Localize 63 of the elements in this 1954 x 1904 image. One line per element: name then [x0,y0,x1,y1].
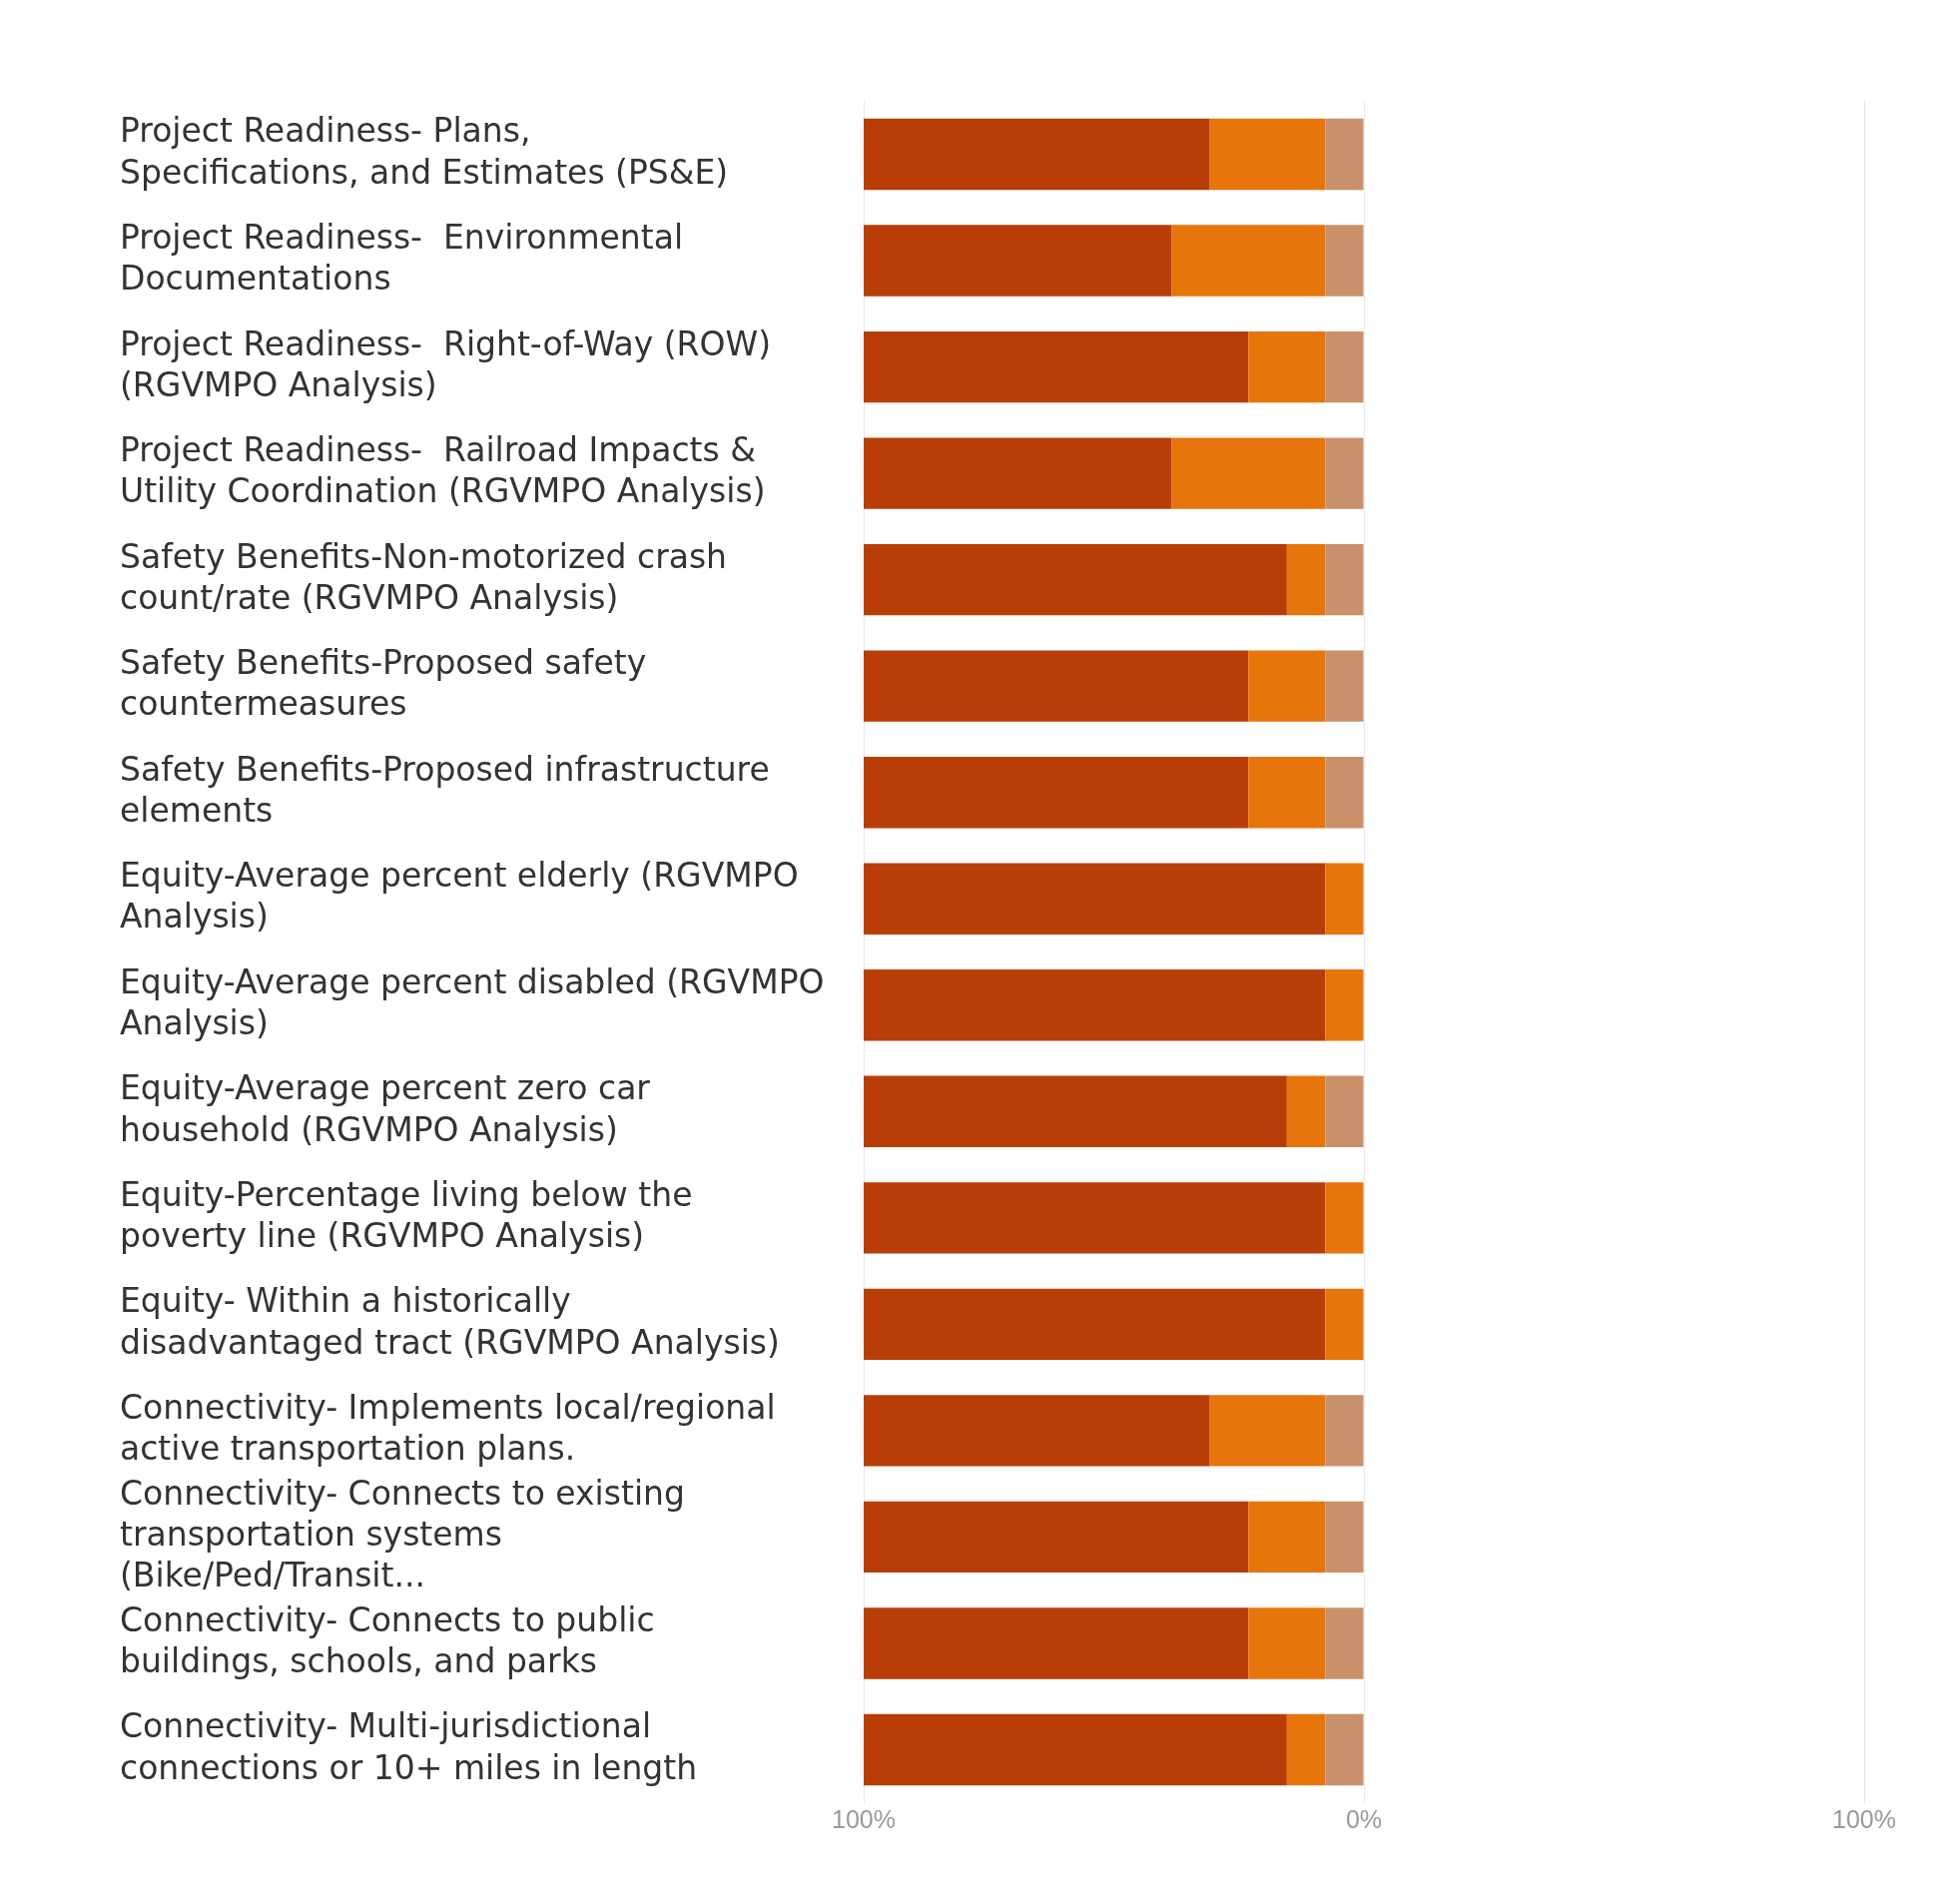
bar [864,330,1249,403]
bar [864,1501,1249,1574]
x-tick-label: 0% [1345,1804,1383,1833]
y-tick-label: Safety Benefits-Proposed infrastructure elements [120,749,770,830]
bar [1248,757,1326,829]
bar [864,437,1172,509]
y-tick-label: Connectivity- Implements local/regional active transportation plans. [120,1387,776,1469]
y-tick-label: Equity-Average percent disabled (RGVMPO Analysis) [120,961,825,1042]
bar [864,650,1249,722]
bar [1248,1501,1326,1574]
y-tick-label: Project Readiness- Plans, Specifications, and Estimates (PS&E) [120,111,729,192]
bar [1325,863,1364,935]
bar [1325,1713,1364,1786]
bar [1325,543,1364,616]
y-tick-label: Project Readiness- Right-of-Way (ROW) (RGVMPO Analysis) [120,323,772,404]
bar [864,969,1326,1041]
bar [1209,1395,1326,1467]
bar [864,543,1287,616]
y-tick-label: Connectivity- Connects to public buildings, schools, and parks [120,1599,655,1681]
bar [864,757,1249,829]
x-tick-label: 100% [1832,1804,1896,1833]
y-tick-label: Equity-Average percent zero car household (RGVMPO Analysis) [120,1068,651,1149]
bar [1171,437,1326,509]
bar [1209,118,1326,191]
y-tick-label: Equity-Percentage living below the poverty line (RGVMPO Analysis) [120,1174,693,1256]
bar [1325,1288,1364,1361]
bar [1325,118,1364,191]
bar [864,225,1172,297]
y-tick-label: Connectivity- Multi-jurisdictional connections or 10+ miles in length [120,1706,698,1787]
y-tick-label: Connectivity- Connects to existing transportation systems (Bike/Ped/Transit... [120,1473,685,1595]
bar [1325,1607,1364,1679]
bar [1325,757,1364,829]
y-tick-label: Safety Benefits-Proposed safety countermeasures [120,643,647,724]
y-tick-label: Project Readiness- Environmental Documentations [120,218,684,299]
bar [1325,1075,1364,1147]
bar [1171,225,1326,297]
bar [1325,650,1364,722]
y-tick-label: Project Readiness- Railroad Impacts & Utility Coordination (RGVMPO Analysis) [120,430,766,511]
bar [1325,1501,1364,1574]
bar [864,1288,1326,1361]
bar [864,1075,1287,1147]
bar [1248,650,1326,722]
bar [1286,1713,1326,1786]
bar [864,118,1210,191]
bar [864,1713,1287,1786]
bar [864,1182,1326,1254]
bar [1325,225,1364,297]
bar [1286,543,1326,616]
bar [1325,437,1364,509]
bar [864,1395,1210,1467]
bar [864,1607,1249,1679]
x-tick-label: 100% [832,1804,896,1833]
bar [864,863,1326,935]
y-tick-label: Equity- Within a historically disadvantaged tract (RGVMPO Analysis) [120,1281,780,1362]
bar [1325,969,1364,1041]
bar [1325,1395,1364,1467]
y-tick-label: Safety Benefits-Non-motorized crash count/rate (RGVMPO Analysis) [120,536,728,617]
bar [1325,330,1364,403]
bar [1248,330,1326,403]
bar [1248,1607,1326,1679]
y-tick-label: Equity-Average percent elderly (RGVMPO Analysis) [120,856,799,937]
bar [1325,1182,1364,1254]
bar [1286,1075,1326,1147]
